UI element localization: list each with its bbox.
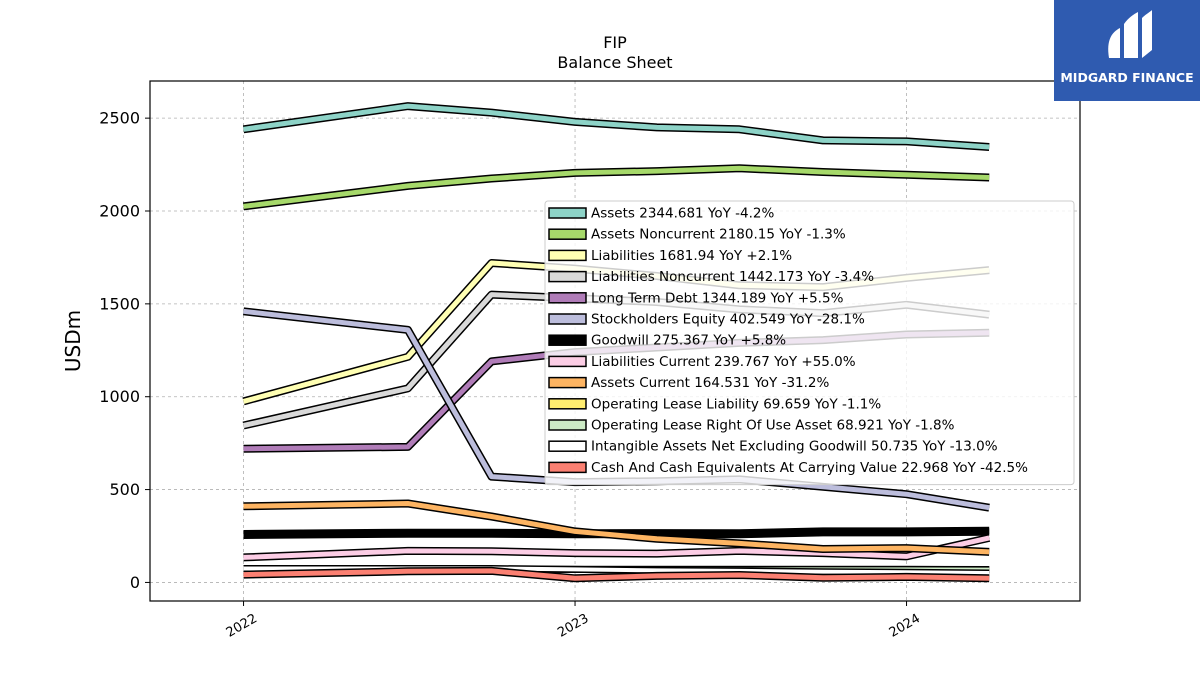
series-cash-and-cash-equivalents-at-carrying-value bbox=[243, 566, 990, 583]
legend-item: Assets Current 164.531 YoY -31.2% bbox=[548, 375, 830, 391]
legend: Assets 2344.681 YoY -4.2% Assets Noncurre… bbox=[544, 200, 1075, 486]
legend-label: Operating Lease Liability 69.659 YoY -1.… bbox=[591, 396, 881, 412]
legend-swatch bbox=[548, 376, 587, 389]
y-tick-label: 1500 bbox=[99, 294, 140, 313]
legend-item: Liabilities 1681.94 YoY +2.1% bbox=[548, 248, 792, 264]
y-tick-label: 1000 bbox=[99, 387, 140, 406]
legend-swatch bbox=[548, 207, 587, 219]
legend-item: Stockholders Equity 402.549 YoY -28.1% bbox=[548, 312, 865, 328]
series-line bbox=[243, 528, 990, 538]
series-assets bbox=[242, 102, 990, 151]
chart-subtitle: Balance Sheet bbox=[557, 53, 672, 72]
legend-item: Operating Lease Liability 69.659 YoY -1.… bbox=[548, 396, 881, 412]
legend-label: Liabilities Noncurrent 1442.173 YoY -3.4… bbox=[591, 269, 874, 285]
legend-swatch bbox=[548, 270, 587, 283]
legend-label: Assets Noncurrent 2180.15 YoY -1.3% bbox=[591, 227, 846, 243]
legend-label: Liabilities Current 239.767 YoY +55.0% bbox=[591, 354, 856, 370]
legend-swatch bbox=[548, 292, 587, 304]
series-line bbox=[243, 568, 990, 581]
axes: 0 500 1000 1500 2000 2500 2022 2023 2024 bbox=[99, 109, 923, 641]
legend-label: Cash And Cash Equivalents At Carrying Va… bbox=[591, 460, 1028, 476]
series-line bbox=[243, 165, 990, 209]
legend-swatch bbox=[548, 249, 587, 262]
legend-box bbox=[544, 200, 1075, 486]
legend-swatch bbox=[548, 461, 587, 474]
legend-label: Intangible Assets Net Excluding Goodwill… bbox=[591, 439, 998, 455]
legend-label: Liabilities 1681.94 YoY +2.1% bbox=[591, 248, 792, 264]
midgard-logo-icon bbox=[1108, 10, 1152, 58]
brand-name: MIDGARD FINANCE bbox=[1060, 70, 1194, 85]
legend-item: Assets 2344.681 YoY -4.2% bbox=[548, 206, 775, 222]
legend-swatch bbox=[548, 334, 587, 346]
legend-item: Liabilities Noncurrent 1442.173 YoY -3.4… bbox=[548, 269, 874, 285]
legend-label: Goodwill 275.367 YoY +5.8% bbox=[591, 333, 786, 349]
y-tick-label: 0 bbox=[130, 573, 140, 592]
legend-item: Long Term Debt 1344.189 YoY +5.5% bbox=[548, 290, 844, 306]
y-axis-label: USDm bbox=[61, 310, 85, 372]
series-assets-current bbox=[243, 499, 990, 556]
series-line bbox=[243, 501, 990, 555]
x-tick-label: 2022 bbox=[224, 611, 260, 641]
y-tick-label: 2500 bbox=[99, 109, 140, 128]
series-liabilities-current bbox=[243, 533, 991, 562]
series-goodwill bbox=[243, 526, 990, 539]
legend-label: Assets Current 164.531 YoY -31.2% bbox=[591, 375, 830, 391]
y-tick-label: 2000 bbox=[99, 202, 140, 221]
legend-item: Goodwill 275.367 YoY +5.8% bbox=[548, 333, 786, 349]
legend-label: Operating Lease Right Of Use Asset 68.92… bbox=[591, 418, 955, 434]
legend-item: Cash And Cash Equivalents At Carrying Va… bbox=[548, 460, 1028, 476]
legend-swatch bbox=[548, 313, 587, 325]
legend-label: Stockholders Equity 402.549 YoY -28.1% bbox=[591, 312, 865, 328]
legend-item: Operating Lease Right Of Use Asset 68.92… bbox=[548, 418, 955, 434]
legend-swatch bbox=[548, 355, 587, 368]
series-assets-noncurrent bbox=[243, 164, 990, 211]
legend-swatch bbox=[548, 419, 587, 431]
legend-item: Intangible Assets Net Excluding Goodwill… bbox=[548, 439, 998, 455]
legend-swatch bbox=[548, 440, 587, 452]
brand-logo: MIDGARD FINANCE bbox=[1054, 0, 1200, 101]
legend-swatch bbox=[548, 398, 587, 410]
plot-frame bbox=[149, 80, 1081, 602]
series-line bbox=[243, 535, 990, 560]
legend-label: Long Term Debt 1344.189 YoY +5.5% bbox=[591, 290, 844, 306]
x-tick-label: 2023 bbox=[555, 611, 591, 641]
legend-swatch bbox=[548, 228, 587, 240]
legend-label: Assets 2344.681 YoY -4.2% bbox=[591, 206, 775, 222]
x-tick-label: 2024 bbox=[887, 611, 923, 641]
y-tick-label: 500 bbox=[109, 480, 140, 499]
chart-title: FIP bbox=[603, 33, 627, 52]
legend-item: Assets Noncurrent 2180.15 YoY -1.3% bbox=[548, 227, 846, 243]
legend-item: Liabilities Current 239.767 YoY +55.0% bbox=[548, 354, 856, 370]
series-line bbox=[243, 103, 990, 150]
